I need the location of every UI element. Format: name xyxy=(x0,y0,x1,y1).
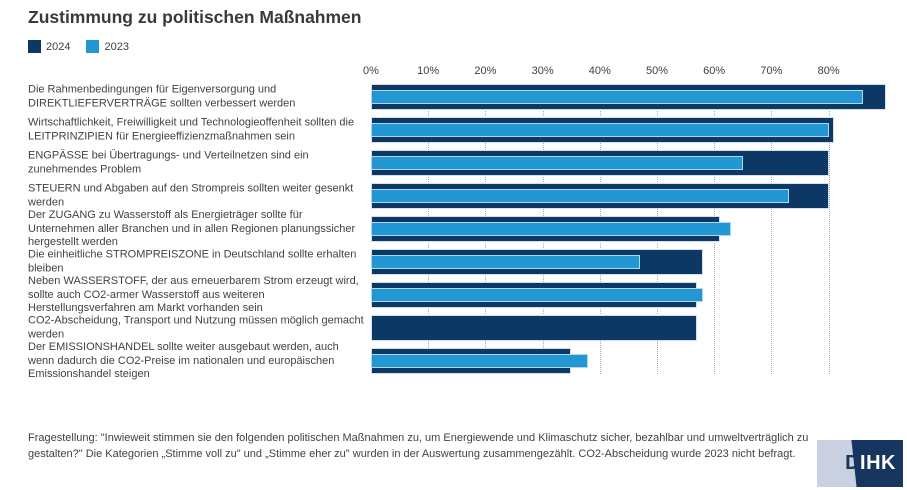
bar-2023 xyxy=(371,189,789,203)
bar-2023 xyxy=(371,90,863,104)
axis-tick-label: 30% xyxy=(531,65,554,77)
bar-2023 xyxy=(371,156,743,170)
dihk-logo-text: D IHK xyxy=(817,440,903,487)
bar-row xyxy=(371,249,887,275)
axis-tick-label: 40% xyxy=(588,65,611,77)
legend-item-2024: 2024 xyxy=(28,40,70,53)
bar-row xyxy=(371,183,887,209)
legend: 2024 2023 xyxy=(28,40,129,53)
category-label: Die einheitliche STROMPREISZONE in Deuts… xyxy=(28,248,357,275)
dihk-logo: D IHK xyxy=(817,440,903,487)
legend-label-2023: 2023 xyxy=(104,40,129,53)
axis-tick-label: 70% xyxy=(760,65,783,77)
axis-tick-label: 60% xyxy=(703,65,726,77)
category-label: ENGPÄSSE bei Übertragungs- und Verteilne… xyxy=(28,149,309,176)
category-label: Wirtschaftlichkeit, Freiwilligkeit und T… xyxy=(28,116,355,143)
bar-row xyxy=(371,150,887,176)
legend-label-2024: 2024 xyxy=(46,40,71,53)
axis-tick-label: 20% xyxy=(474,65,497,77)
dihk-logo-letters-ihk: IHK xyxy=(860,452,896,474)
legend-swatch-2023-icon xyxy=(86,40,100,53)
bar-row xyxy=(371,348,887,374)
dihk-logo-navy-shape xyxy=(851,440,903,487)
bar-2023 xyxy=(371,354,589,368)
bar-2023 xyxy=(371,123,829,137)
bar-row xyxy=(371,216,887,242)
bar-row xyxy=(371,84,887,110)
axis-tick-label: 80% xyxy=(817,65,840,77)
category-label: Der EMISSIONSHANDEL sollte weiter ausgeb… xyxy=(28,340,339,380)
axis-tick-label: 0% xyxy=(363,65,379,77)
gridline xyxy=(828,84,830,374)
category-label: STEUERN und Abgaben auf den Strompreis s… xyxy=(28,182,354,209)
gridline xyxy=(771,84,773,374)
bar-row xyxy=(371,315,887,341)
plot-area: 0% 10% 20% 30% 40% 50% 60% 70% 80% xyxy=(363,65,887,375)
axis-tick-label: 10% xyxy=(417,65,440,77)
bar-2024 xyxy=(371,315,698,341)
page-title: Zustimmung zu politischen Maßnahmen xyxy=(28,7,362,27)
category-label: Der ZUGANG zu Wasserstoff als Energieträ… xyxy=(28,208,356,248)
bar-row xyxy=(371,282,887,308)
legend-swatch-2024-icon xyxy=(28,40,41,53)
axis-tick-label: 50% xyxy=(645,65,669,77)
category-label: CO2-Abscheidung, Transport und Nutzung m… xyxy=(28,314,364,341)
bar-2023 xyxy=(371,255,640,269)
legend-item-2023: 2023 xyxy=(86,40,129,53)
dihk-logo-letter-d: D xyxy=(845,452,861,474)
footer-note: Fragestellung: "Inwieweit stimmen sie de… xyxy=(28,432,809,460)
bar-2023 xyxy=(371,288,703,302)
category-label: Die Rahmenbedingungen für Eigenversorgun… xyxy=(28,83,296,110)
bar-2023 xyxy=(371,222,732,236)
category-label: Neben WASSERSTOFF, der aus erneuerbarem … xyxy=(28,274,359,314)
bar-row xyxy=(371,117,887,143)
category-labels: Die Rahmenbedingungen für Eigenversorgun… xyxy=(28,84,364,384)
